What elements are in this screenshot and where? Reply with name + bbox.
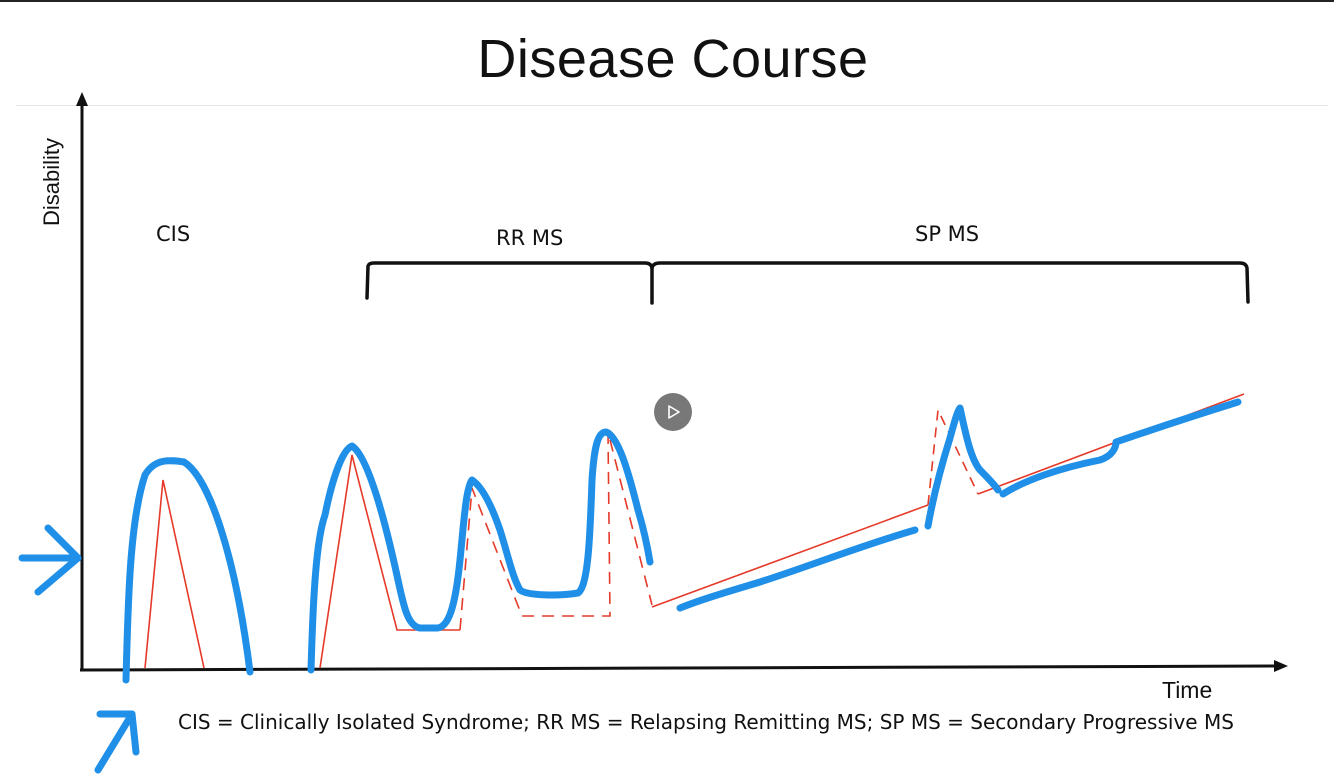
title-divider: [16, 105, 1328, 106]
y-axis-arrowhead: [76, 92, 88, 106]
phase-brackets: [365, 261, 1250, 305]
sp-ms-bracket: [650, 261, 1250, 304]
axes: [76, 92, 1288, 672]
sp-annotation-stroke-1: [676, 526, 919, 612]
sp-relapse-dashed: [927, 407, 979, 506]
cis-annotation-stroke: [122, 457, 254, 684]
handdrawn-annotation: [18, 398, 1242, 774]
bottom-arrow-annotation: [94, 710, 140, 774]
slide-title: Disease Course: [477, 29, 869, 89]
x-axis-arrowhead: [1274, 660, 1288, 672]
rr-annotation-stroke-1: [307, 428, 654, 674]
sp-progression-line-2: [977, 393, 1245, 495]
cis-relapse-line: [144, 479, 205, 669]
phase-label-sp-ms: SP MS: [915, 222, 980, 246]
x-axis: [79, 664, 1277, 672]
x-axis-label: Time: [1162, 677, 1213, 703]
y-axis-label: Disability: [39, 137, 64, 227]
video-play-button[interactable]: [654, 393, 692, 431]
left-arrow-annotation: [18, 524, 82, 596]
abbreviation-footnote: CIS = Clinically Isolated Syndrome; RR M…: [178, 710, 1234, 734]
window-top-border: [0, 0, 1334, 2]
play-icon: [668, 405, 680, 419]
sp-annotation-stroke-3: [999, 398, 1242, 498]
phase-label-rr-ms: RR MS: [496, 226, 564, 250]
rr-relapse-1-line: [319, 454, 460, 669]
phase-label-cis: CIS: [156, 222, 191, 246]
rr-ms-bracket: [365, 261, 654, 305]
sp-annotation-stroke-2: [924, 404, 1002, 530]
rr-relapse-2-dashed: [459, 431, 653, 631]
sp-progression-line: [651, 504, 929, 608]
